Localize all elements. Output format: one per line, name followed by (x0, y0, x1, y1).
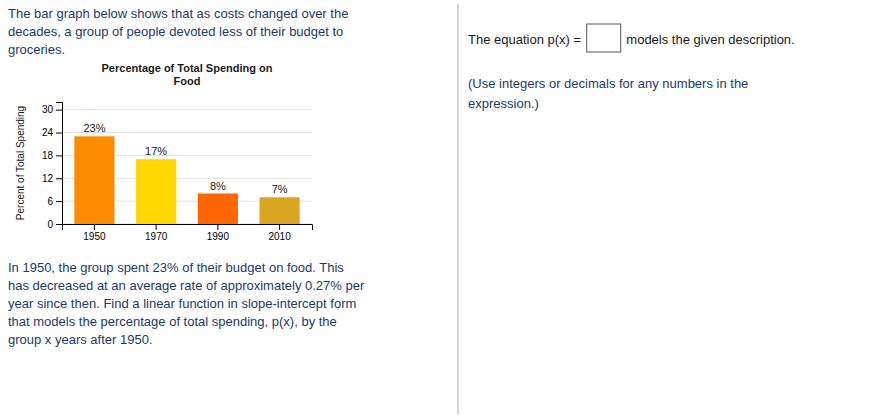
x-tick-label: 1970 (145, 231, 168, 242)
y-tick-label: 30 (42, 104, 54, 115)
divider (458, 4, 459, 414)
y-tick-mark (56, 224, 62, 225)
bars (74, 136, 299, 224)
x-axis: 1950 1970 1990 2010 (63, 224, 313, 242)
x-tick-mark (156, 224, 157, 230)
paragraph: In 1950, the group spent 23% of their bu… (8, 260, 365, 347)
chart-title: Percentage of Total Spending onFood (102, 62, 273, 87)
y-tick-mark (56, 133, 62, 134)
x-tick-label: 1950 (83, 231, 106, 242)
data-label: 7% (272, 183, 288, 195)
y-tick-label: 24 (42, 127, 54, 138)
y-axis-line (56, 103, 63, 225)
question-text: models the given description. (623, 32, 795, 47)
x-tick: 2010 (268, 224, 291, 242)
y-axis-label: Percent of Total Spending (15, 106, 26, 220)
paragraph-line: group x years after 1950. (8, 332, 153, 347)
y-tick-mark (56, 178, 62, 179)
instruction-text: expression.) (468, 96, 539, 111)
bar-chart: Percentage of Total Spending onFood 23% 17… (15, 62, 313, 242)
x-axis-line (63, 225, 313, 231)
x-tick-mark (94, 224, 95, 230)
y-tick: 0 (47, 219, 62, 230)
x-tick-label: 1990 (207, 231, 230, 242)
paragraph-line: The bar graph below shows that as costs … (8, 6, 348, 21)
x-tick-mark (279, 224, 280, 230)
bar (74, 136, 114, 224)
bar (136, 159, 176, 224)
y-tick: 12 (42, 173, 62, 184)
y-tick-label: 18 (42, 150, 54, 161)
chart-title-line: Percentage of Total Spending on (102, 62, 273, 74)
x-tick-mark (217, 224, 218, 230)
y-tick: 24 (42, 127, 62, 138)
y-axis: 0 6 12 18 24 30 (42, 103, 63, 230)
y-tick-mark (56, 155, 62, 156)
instruction-text: (Use integers or decimals for any number… (468, 76, 748, 91)
paragraph-line: year since then. Find a linear function … (8, 296, 356, 311)
bar (198, 194, 238, 225)
data-label: 17% (145, 145, 167, 157)
y-tick-label: 0 (47, 219, 53, 230)
paragraph-line: decades, a group of people devoted less … (8, 24, 343, 39)
y-tick-mark (56, 110, 62, 111)
question-text: The equation p(x) = (468, 32, 585, 47)
paragraph-line: groceries. (8, 42, 65, 57)
page: The bar graph below shows that as costs … (0, 0, 893, 418)
paragraph-line: In 1950, the group spent 23% of their bu… (8, 260, 344, 275)
data-labels: 23% 17% 8% 7% (83, 122, 287, 195)
y-tick-label: 6 (47, 196, 53, 207)
answer-box (587, 24, 621, 52)
x-tick-label: 2010 (268, 231, 291, 242)
bar (260, 197, 300, 224)
grid-line (62, 109, 312, 110)
grid (62, 110, 312, 224)
y-tick: 6 (47, 196, 62, 207)
paragraph: The bar graph below shows that as costs … (8, 6, 348, 57)
y-tick: 18 (42, 150, 62, 161)
x-tick: 1950 (83, 224, 106, 242)
x-tick: 1970 (145, 224, 168, 242)
chart-title-line: Food (174, 75, 201, 87)
paragraph-line: that models the percentage of total spen… (8, 314, 337, 329)
y-tick-label: 12 (42, 173, 54, 184)
data-label: 23% (83, 122, 105, 134)
paragraph-line: has decreased at an average rate of appr… (8, 278, 365, 293)
y-tick-mark (56, 201, 62, 202)
data-label: 8% (210, 180, 226, 192)
x-tick: 1990 (207, 224, 230, 242)
y-tick: 30 (42, 104, 62, 115)
